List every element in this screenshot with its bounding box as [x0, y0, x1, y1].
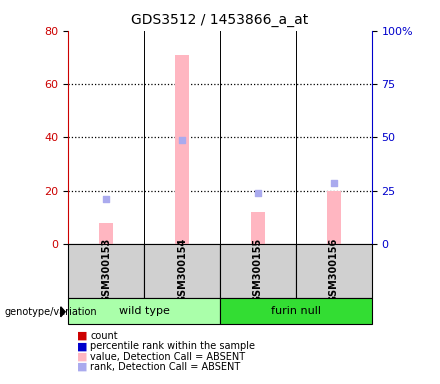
- Title: GDS3512 / 1453866_a_at: GDS3512 / 1453866_a_at: [132, 13, 308, 27]
- Text: count: count: [90, 331, 118, 341]
- Bar: [144, 244, 220, 298]
- Text: ■: ■: [77, 331, 88, 341]
- Point: [254, 190, 261, 196]
- Text: GSM300156: GSM300156: [329, 238, 339, 303]
- Bar: [327, 190, 341, 244]
- Bar: [175, 55, 189, 244]
- Bar: [251, 212, 265, 244]
- Text: GSM300153: GSM300153: [101, 238, 111, 303]
- Text: percentile rank within the sample: percentile rank within the sample: [90, 341, 255, 351]
- Bar: [68, 298, 220, 324]
- Text: ■: ■: [77, 362, 88, 372]
- Text: ■: ■: [77, 352, 88, 362]
- Bar: [220, 244, 296, 298]
- Point: [179, 137, 186, 143]
- Text: ■: ■: [77, 341, 88, 351]
- Text: rank, Detection Call = ABSENT: rank, Detection Call = ABSENT: [90, 362, 240, 372]
- Bar: [99, 223, 113, 244]
- Text: furin null: furin null: [271, 306, 321, 316]
- Point: [330, 179, 337, 185]
- Bar: [68, 244, 144, 298]
- Text: wild type: wild type: [119, 306, 169, 316]
- Point: [103, 195, 110, 202]
- Text: value, Detection Call = ABSENT: value, Detection Call = ABSENT: [90, 352, 246, 362]
- Text: GSM300154: GSM300154: [177, 238, 187, 303]
- Bar: [220, 298, 372, 324]
- Text: genotype/variation: genotype/variation: [4, 307, 97, 317]
- Bar: [296, 244, 372, 298]
- Polygon shape: [61, 307, 65, 317]
- Text: GSM300155: GSM300155: [253, 238, 263, 303]
